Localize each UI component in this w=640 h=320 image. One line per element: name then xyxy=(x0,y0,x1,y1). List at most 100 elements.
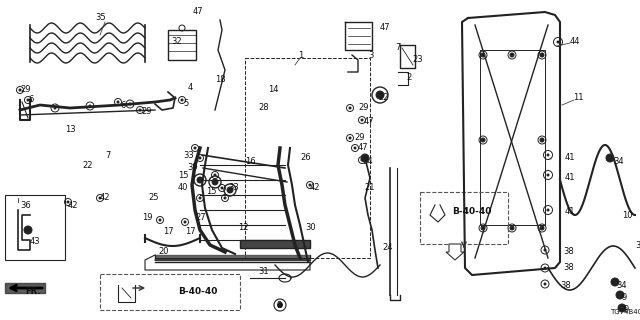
Text: 36: 36 xyxy=(20,201,31,210)
Text: 2: 2 xyxy=(406,74,412,83)
Circle shape xyxy=(613,280,616,284)
Text: 40: 40 xyxy=(178,183,189,193)
Circle shape xyxy=(547,173,550,177)
Text: 6: 6 xyxy=(28,95,33,105)
Text: 14: 14 xyxy=(268,85,278,94)
Text: 41: 41 xyxy=(565,173,575,182)
Text: 9: 9 xyxy=(624,306,629,315)
Text: 38: 38 xyxy=(563,247,573,257)
Bar xyxy=(480,50,545,225)
Circle shape xyxy=(140,109,141,111)
Circle shape xyxy=(278,302,282,308)
Text: B-40-40: B-40-40 xyxy=(178,287,218,297)
Bar xyxy=(168,30,196,60)
Circle shape xyxy=(67,201,68,203)
Text: 37: 37 xyxy=(635,241,640,250)
Circle shape xyxy=(198,196,202,199)
Text: TG74B4041: TG74B4041 xyxy=(610,309,640,315)
Circle shape xyxy=(199,179,201,181)
Text: 23: 23 xyxy=(412,55,422,65)
Circle shape xyxy=(229,189,231,191)
Circle shape xyxy=(54,107,56,109)
Circle shape xyxy=(353,147,356,149)
Circle shape xyxy=(609,156,612,160)
Text: 7: 7 xyxy=(105,150,110,159)
Text: 4: 4 xyxy=(188,84,193,92)
Circle shape xyxy=(138,108,141,111)
Text: 33: 33 xyxy=(228,183,239,193)
Circle shape xyxy=(611,278,619,286)
Circle shape xyxy=(510,53,514,57)
Text: 31: 31 xyxy=(258,268,269,276)
Circle shape xyxy=(547,154,550,156)
Text: 15: 15 xyxy=(178,172,189,180)
Circle shape xyxy=(99,196,102,199)
Circle shape xyxy=(547,209,550,212)
Circle shape xyxy=(511,54,513,56)
Circle shape xyxy=(618,304,626,312)
Circle shape xyxy=(620,307,623,310)
Circle shape xyxy=(616,291,624,299)
Text: 20: 20 xyxy=(158,247,168,257)
Circle shape xyxy=(193,147,196,149)
Text: 27: 27 xyxy=(195,213,205,222)
Text: 12: 12 xyxy=(238,223,248,233)
Text: 47: 47 xyxy=(380,23,390,33)
Text: B-40-40: B-40-40 xyxy=(452,207,492,217)
Text: 1: 1 xyxy=(298,51,303,60)
Circle shape xyxy=(606,154,614,162)
Circle shape xyxy=(618,293,621,297)
Text: 16: 16 xyxy=(245,157,255,166)
Circle shape xyxy=(557,41,559,43)
Bar xyxy=(240,240,310,248)
Circle shape xyxy=(541,227,543,229)
Text: 7: 7 xyxy=(395,44,401,52)
Circle shape xyxy=(19,89,22,92)
Circle shape xyxy=(223,196,227,199)
Text: 29: 29 xyxy=(141,108,152,116)
Circle shape xyxy=(227,187,233,193)
Circle shape xyxy=(214,173,216,177)
Circle shape xyxy=(540,138,544,142)
Text: 24: 24 xyxy=(382,244,392,252)
Circle shape xyxy=(543,249,547,252)
Text: 5: 5 xyxy=(183,99,188,108)
Circle shape xyxy=(481,53,485,57)
Circle shape xyxy=(540,53,544,57)
Circle shape xyxy=(360,158,364,162)
Circle shape xyxy=(184,220,186,223)
Circle shape xyxy=(547,209,548,211)
Circle shape xyxy=(116,100,120,103)
Circle shape xyxy=(117,101,118,103)
Circle shape xyxy=(67,201,70,204)
Text: 34: 34 xyxy=(613,157,623,166)
Text: 34: 34 xyxy=(616,281,627,290)
Text: 25: 25 xyxy=(148,194,159,203)
Circle shape xyxy=(362,159,363,161)
Circle shape xyxy=(482,54,484,56)
Text: 19: 19 xyxy=(142,213,152,222)
Circle shape xyxy=(99,197,100,199)
Text: 47: 47 xyxy=(193,7,204,17)
Text: 34: 34 xyxy=(362,157,372,166)
Text: 38: 38 xyxy=(563,263,573,273)
Circle shape xyxy=(360,118,364,122)
Circle shape xyxy=(349,137,351,140)
Circle shape xyxy=(541,54,543,56)
Circle shape xyxy=(198,156,202,159)
Circle shape xyxy=(481,226,485,230)
Text: 29: 29 xyxy=(354,133,365,142)
Text: 42: 42 xyxy=(68,201,79,210)
Text: 6: 6 xyxy=(120,100,125,109)
Text: 42: 42 xyxy=(310,183,321,193)
Text: 32: 32 xyxy=(171,37,182,46)
Text: 38: 38 xyxy=(560,281,571,290)
Circle shape xyxy=(547,174,548,176)
Circle shape xyxy=(543,283,547,285)
Circle shape xyxy=(212,179,218,185)
Circle shape xyxy=(19,89,20,91)
Text: 18: 18 xyxy=(215,76,226,84)
Bar xyxy=(5,195,65,260)
Text: 8: 8 xyxy=(276,300,282,309)
Text: 10: 10 xyxy=(622,211,632,220)
